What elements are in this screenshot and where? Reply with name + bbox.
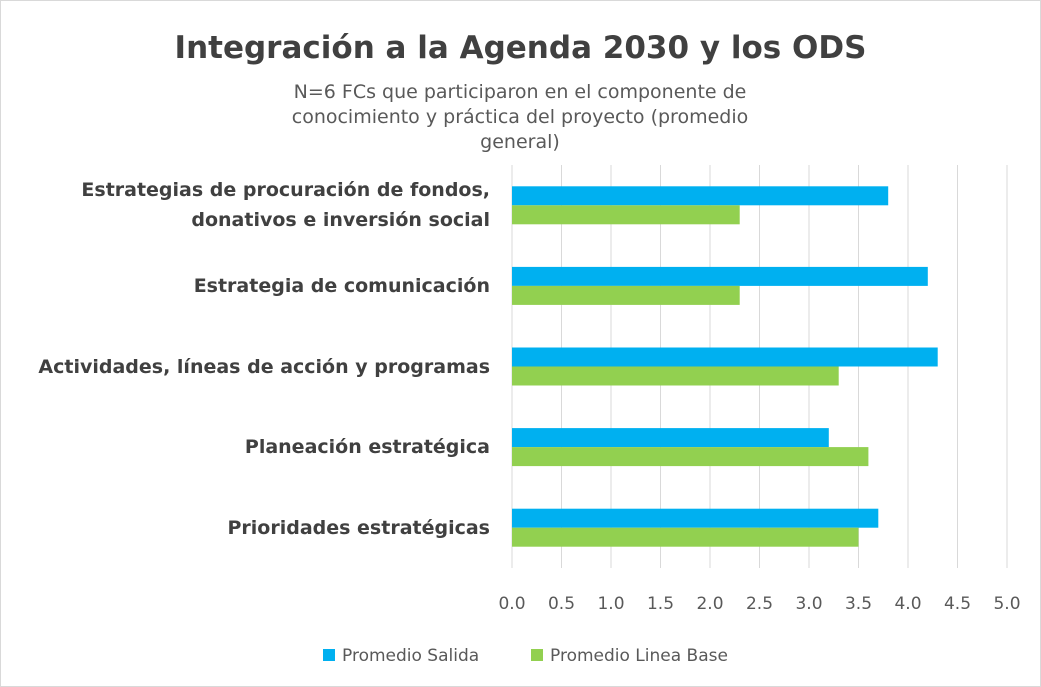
x-tick-label: 1.0 (597, 594, 624, 614)
bar (512, 186, 889, 206)
y-tick-label: Estrategia de comunicación (193, 274, 490, 297)
x-tick-label: 4.5 (944, 594, 971, 614)
bar (512, 285, 740, 305)
x-tick-label: 3.5 (845, 594, 872, 614)
x-tick-label: 5.0 (993, 594, 1020, 614)
bar (512, 205, 740, 225)
x-tick-label: 2.0 (696, 594, 723, 614)
y-tick-label: Actividades, líneas de acción y programa… (38, 355, 490, 378)
bar (512, 447, 869, 467)
x-tick-label: 1.5 (647, 594, 674, 614)
bar (512, 428, 829, 448)
bar (512, 266, 928, 286)
bar (512, 527, 859, 547)
y-tick-label: Estrategias de procuración de fondos, do… (81, 179, 490, 232)
legend-label: Promedio Salida (342, 646, 479, 666)
legend-swatch (531, 649, 543, 661)
x-tick-label: 0.5 (548, 594, 575, 614)
y-tick-label: Planeación estratégica (244, 436, 490, 459)
bar (512, 366, 839, 386)
x-tick-label: 4.0 (894, 594, 921, 614)
y-tick-label: Prioridades estratégicas (227, 516, 490, 539)
x-tick-label: 3.0 (795, 594, 822, 614)
chart-subtitle: N=6 FCs que participaron en el component… (291, 81, 749, 153)
legend-label: Promedio Linea Base (550, 646, 728, 666)
x-tick-label: 0.0 (498, 594, 525, 614)
chart-title: Integración a la Agenda 2030 y los ODS (174, 30, 867, 66)
bar (512, 508, 879, 528)
bar (512, 347, 938, 367)
legend-swatch (323, 649, 335, 661)
x-tick-label: 2.5 (746, 594, 773, 614)
